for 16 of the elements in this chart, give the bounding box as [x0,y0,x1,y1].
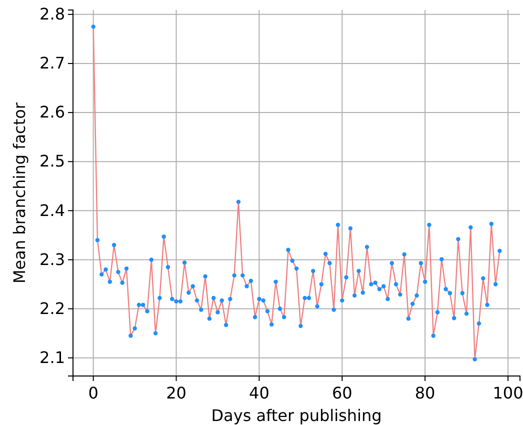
x-tick-label: 60 [332,383,352,402]
y-tick-label: 2.2 [40,298,65,318]
y-tick-label: 2.4 [40,200,65,220]
y-tick-label: 2.8 [40,4,65,24]
y-tick-label: 2.3 [40,250,65,269]
x-tick-label: 40 [249,383,270,402]
x-tick-label: 80 [414,383,436,402]
y-tick-label: 2.6 [40,102,65,122]
y-tick-label: 2.7 [40,54,65,73]
y-axis-title: Mean branching factor [10,102,29,284]
x-tick-label: 100 [492,383,523,402]
y-tick-label: 2.5 [40,152,65,171]
y-tick-label: 2.1 [40,348,65,367]
x-axis-title: Days after publishing [211,406,382,425]
x-tick-label: 20 [166,383,186,402]
x-tick-label: 0 [88,383,98,402]
